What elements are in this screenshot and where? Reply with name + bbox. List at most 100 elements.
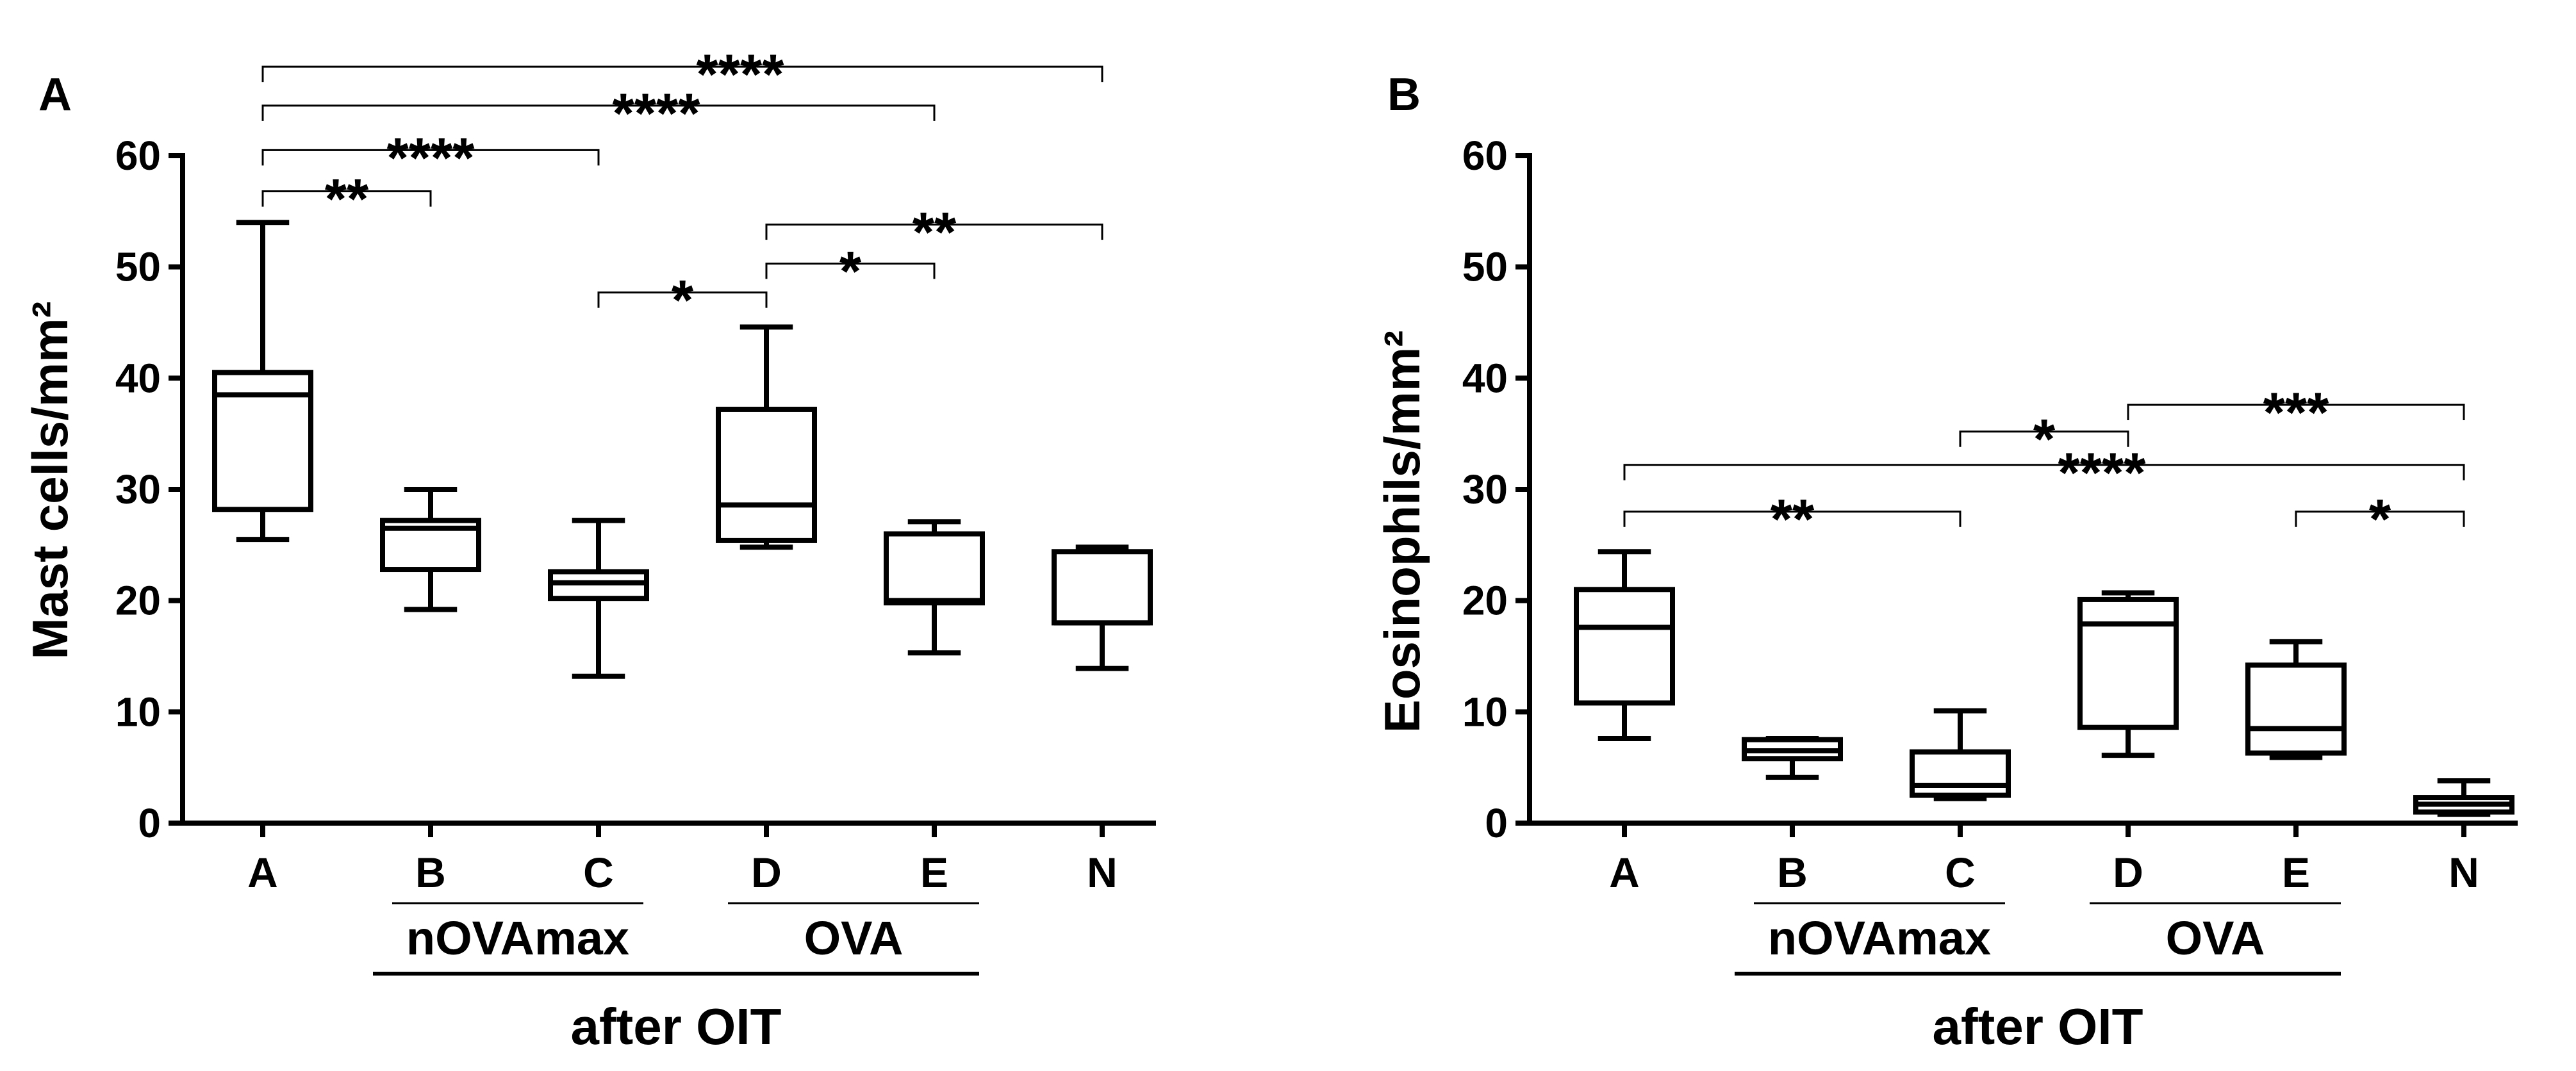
x-tick-label: E	[2282, 849, 2310, 896]
group-label: OVA	[2166, 912, 2265, 965]
box-b	[1742, 736, 1843, 780]
box-c	[1910, 708, 2011, 801]
y-tick-label: 20	[1462, 578, 1508, 624]
panel-title: A	[38, 69, 72, 120]
bracket-line	[2295, 511, 2465, 527]
y-tick-label: 60	[1462, 133, 1508, 179]
y-tick-label: 0	[138, 800, 161, 846]
significance-stars: *	[2369, 487, 2391, 551]
x-tick-label: A	[247, 849, 278, 896]
group-novamax: nOVAmax	[1754, 902, 2005, 965]
box-iqr	[2077, 596, 2179, 730]
box-d	[2077, 590, 2179, 758]
box-e	[884, 519, 985, 656]
box-c	[548, 518, 649, 679]
significance-bracket: *	[2295, 487, 2465, 551]
bracket-line	[2127, 404, 2465, 421]
y-tick-label: 40	[115, 355, 161, 401]
bracket-line	[597, 291, 768, 308]
group-novamax: nOVAmax	[392, 902, 643, 965]
y-tick-label: 10	[115, 689, 161, 735]
x-tick-label: N	[1087, 849, 1118, 896]
significance-bracket: ****	[261, 42, 1103, 106]
y-tick-label: 0	[1485, 800, 1508, 846]
box-b	[380, 487, 481, 612]
y-tick-label: 60	[115, 133, 161, 179]
y-tick-label: 30	[1462, 466, 1508, 512]
box-iqr	[1910, 749, 2011, 798]
y-tick-label: 40	[1462, 355, 1508, 401]
x-tick-label: B	[415, 849, 446, 896]
x-tick-label: C	[583, 849, 614, 896]
bracket-line	[261, 104, 936, 121]
x-tick-label: A	[1609, 849, 1640, 896]
box-iqr	[1574, 587, 1675, 706]
box-iqr	[884, 531, 985, 606]
box-e	[2245, 639, 2347, 760]
group-label: after OIT	[1933, 998, 2143, 1055]
significance-bracket: ****	[261, 126, 600, 189]
x-tick-label: D	[751, 849, 782, 896]
group-label: after OIT	[571, 998, 782, 1055]
significance-stars: ****	[2058, 441, 2147, 504]
bracket-line	[1959, 430, 2129, 447]
box-a	[1574, 549, 1675, 742]
significance-stars: ****	[697, 42, 785, 106]
y-axis-label: Eosinophils/mm²	[1374, 331, 1430, 733]
box-n	[1052, 544, 1153, 671]
bracket-line	[261, 65, 1103, 83]
bracket-line	[765, 262, 936, 279]
group-label: nOVAmax	[406, 912, 629, 965]
significance-bracket: **	[261, 167, 432, 231]
box-iqr	[716, 406, 817, 543]
significance-stars: *	[2033, 407, 2056, 471]
box-iqr	[2245, 662, 2347, 756]
bracket-line	[261, 149, 600, 166]
significance-bracket: **	[1623, 487, 1961, 551]
significance-bracket: **	[765, 200, 1103, 264]
y-axis-label: Mast cells/mm²	[22, 301, 78, 659]
box-n	[2413, 778, 2514, 817]
x-tick-label: N	[2448, 849, 2479, 896]
significance-bracket: *	[597, 268, 768, 332]
box-a	[212, 220, 313, 543]
box-d	[716, 324, 817, 550]
y-tick-label: 50	[115, 244, 161, 290]
y-tick-label: 30	[115, 466, 161, 512]
x-tick-label: E	[920, 849, 948, 896]
bracket-line	[1623, 511, 1961, 527]
bracket-line	[765, 224, 1103, 240]
group-label: nOVAmax	[1768, 912, 1991, 965]
significance-stars: ****	[387, 126, 475, 189]
bracket-line	[1623, 464, 2465, 480]
significance-bracket: *	[765, 239, 936, 302]
significance-bracket: ****	[1623, 441, 2465, 504]
x-tick-label: C	[1945, 849, 1976, 896]
y-tick-label: 20	[115, 578, 161, 624]
significance-bracket: ***	[2127, 380, 2465, 444]
significance-stars: **	[1771, 487, 1815, 551]
x-tick-label: D	[2113, 849, 2143, 896]
significance-bracket: ****	[261, 81, 936, 145]
box-iqr	[1052, 549, 1153, 626]
y-tick-label: 10	[1462, 689, 1508, 735]
significance-stars: **	[325, 167, 369, 231]
significance-stars: ****	[613, 81, 701, 145]
significance-stars: *	[839, 239, 862, 302]
significance-stars: *	[672, 268, 694, 332]
significance-stars: ***	[2263, 380, 2329, 444]
group-label: OVA	[804, 912, 904, 965]
group-after-oit: after OIT	[1735, 972, 2341, 1055]
bracket-line	[261, 190, 432, 207]
group-ova: OVA	[728, 902, 979, 965]
y-tick-label: 50	[1462, 244, 1508, 290]
group-after-oit: after OIT	[373, 972, 979, 1055]
panel-title: B	[1387, 69, 1421, 120]
significance-bracket: *	[1959, 407, 2129, 471]
group-ova: OVA	[2090, 902, 2341, 965]
x-tick-label: B	[1777, 849, 1808, 896]
significance-stars: **	[912, 200, 957, 264]
